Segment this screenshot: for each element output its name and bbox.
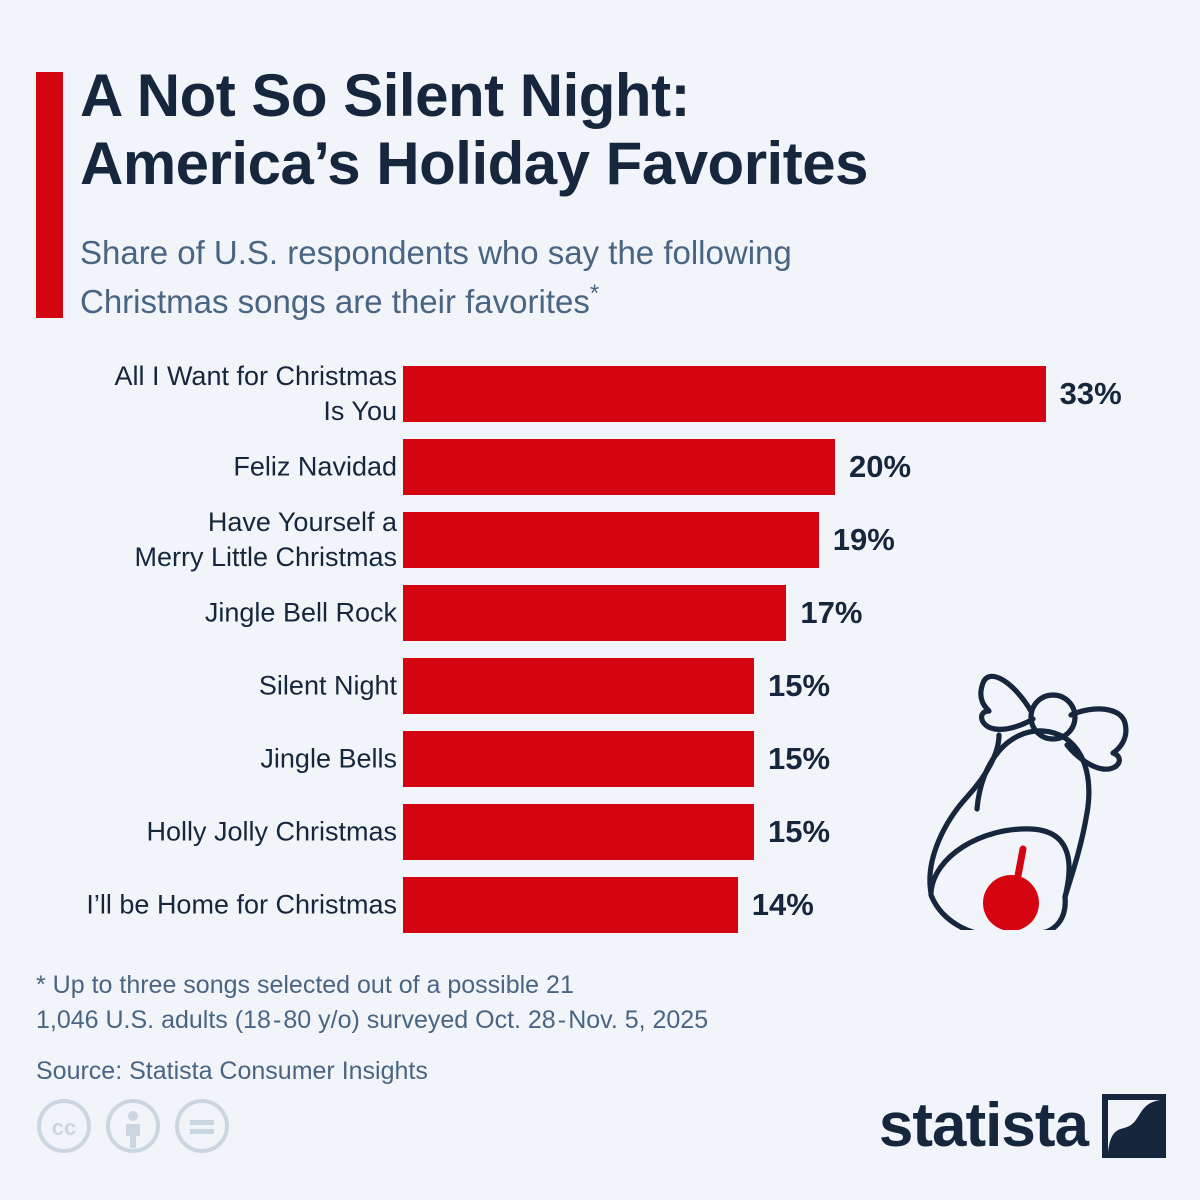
subtitle-line-1: Share of U.S. respondents who say the fo… — [80, 234, 792, 271]
page-subtitle: Share of U.S. respondents who say the fo… — [80, 230, 1060, 326]
footnotes: * Up to three songs selected out of a po… — [36, 968, 936, 1089]
bar-value-label: 19% — [832, 522, 895, 557]
bar — [403, 804, 754, 860]
svg-text:cc: cc — [52, 1115, 76, 1140]
title-line-2: America’s Holiday Favorites — [80, 129, 868, 197]
title-line-1: A Not So Silent Night: — [80, 62, 691, 129]
bar-category-label: I’ll be Home for Christmas — [86, 889, 397, 920]
bar-row: I’ll be Home for Christmas 14% — [0, 877, 1200, 933]
header: A Not So Silent Night: America’s Holiday… — [0, 0, 1200, 340]
bar-category-label: Jingle Bells — [260, 743, 397, 774]
bar-value-label: 15% — [768, 741, 831, 776]
bar-row: Jingle Bells 15% — [0, 731, 1200, 787]
creative-commons-license-icons: cc — [36, 1098, 230, 1154]
bar-value-label: 15% — [768, 814, 831, 849]
statista-logomark-icon — [1102, 1094, 1166, 1158]
bar-category-label: Jingle Bell Rock — [204, 597, 397, 628]
bar-row: Jingle Bell Rock 17% — [0, 585, 1200, 641]
statista-wordmark: statista — [878, 1091, 1089, 1160]
creative-commons-icon[interactable]: cc — [36, 1098, 92, 1154]
bar — [403, 877, 738, 933]
subtitle-line-2-text: Christmas songs are their favorites — [80, 282, 590, 320]
bar-row: All I Want for Christmas Is You 33% — [0, 361, 1200, 426]
bar-row: Have Yourself a Merry Little Christmas 19… — [0, 507, 1200, 572]
bar-value-label: 20% — [849, 449, 912, 484]
no-derivatives-equals-icon[interactable] — [174, 1098, 230, 1154]
bar-value-label: 15% — [768, 668, 831, 703]
bar — [403, 658, 754, 714]
attribution-person-icon[interactable] — [105, 1098, 161, 1154]
statista-logo[interactable]: statista — [879, 1094, 1166, 1158]
bar-chart: All I Want for Christmas Is You 33% Feliz … — [0, 361, 1200, 944]
bar-value-label: 33% — [1059, 376, 1122, 411]
footnote-source: Source: Statista Consumer Insights — [36, 1057, 428, 1085]
bar-category-label: All I Want for Christmas Is You — [114, 360, 397, 426]
red-accent-bar — [36, 72, 63, 318]
bar-row: Silent Night 15% — [0, 658, 1200, 714]
footnote-sample: 1,046 U.S. adults (18 - 80 y/o) surveyed… — [36, 1005, 709, 1034]
bell-illustration — [885, 645, 1170, 938]
bar-category-label: Silent Night — [258, 670, 397, 701]
footnote-asterisk: * — [589, 279, 600, 307]
bar-category-label: Holly Jolly Christmas — [146, 816, 397, 847]
bar-row: Feliz Navidad 20% — [0, 439, 1200, 495]
bar-value-label: 14% — [751, 887, 814, 922]
bar — [403, 512, 819, 568]
footnote-methodology: * Up to three songs selected out of a po… — [36, 971, 574, 999]
bar-category-label: Feliz Navidad — [233, 451, 397, 482]
page-title: A Not So Silent Night: America’s Holiday… — [80, 62, 1080, 198]
bar — [403, 439, 835, 495]
bar-category-label: Have Yourself a Merry Little Christmas — [134, 506, 397, 572]
bar — [403, 366, 1046, 422]
subtitle-line-2: Christmas songs are their favorites* — [80, 277, 1060, 326]
bar — [403, 731, 754, 787]
bar-row: Holly Jolly Christmas 15% — [0, 804, 1200, 860]
bar-value-label: 17% — [800, 595, 863, 630]
bar — [403, 585, 787, 641]
